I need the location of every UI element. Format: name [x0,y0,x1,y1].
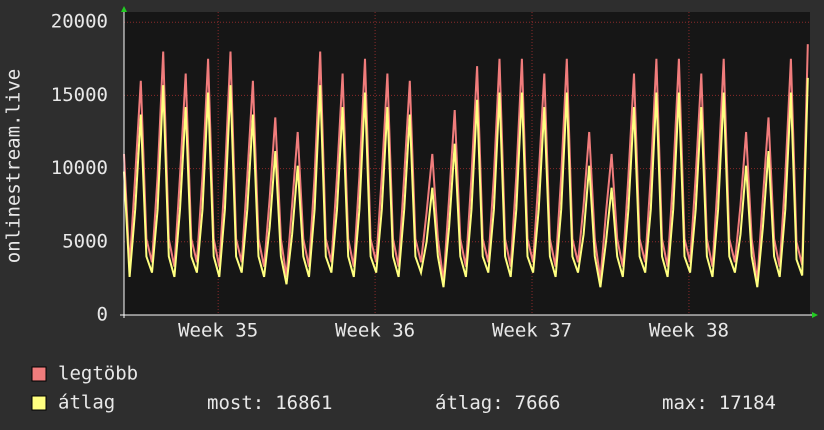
y-tick-label: 0 [97,304,108,326]
y-tick-label: 10000 [51,157,108,179]
legend-label: átlag [58,392,115,414]
stat-label: most: [207,392,264,414]
y-tick-label: 15000 [51,84,108,106]
y-tick-label: 20000 [51,11,108,33]
legend-swatch [31,395,47,411]
x-tick-label: Week 35 [178,320,258,342]
stat-label: átlag: [435,392,504,414]
y-axis-label: onlinestream.live [3,69,25,263]
axis-arrow [121,6,127,12]
x-tick-label: Week 36 [335,320,415,342]
legend-label: legtöbb [58,363,138,385]
stat: max: 17184 [662,392,776,414]
stat-label: max: [662,392,708,414]
axis-arrow [812,312,818,318]
stat-value: 16861 [275,392,332,414]
legend-swatch [31,366,47,382]
stat: átlag: 7666 [435,392,560,414]
stat-value: 7666 [515,392,561,414]
y-tick-label: 5000 [62,230,108,252]
stat-value: 17184 [719,392,776,414]
series-line [123,77,809,288]
x-tick-label: Week 37 [492,320,572,342]
stat: most: 16861 [207,392,332,414]
x-tick-label: Week 38 [649,320,729,342]
